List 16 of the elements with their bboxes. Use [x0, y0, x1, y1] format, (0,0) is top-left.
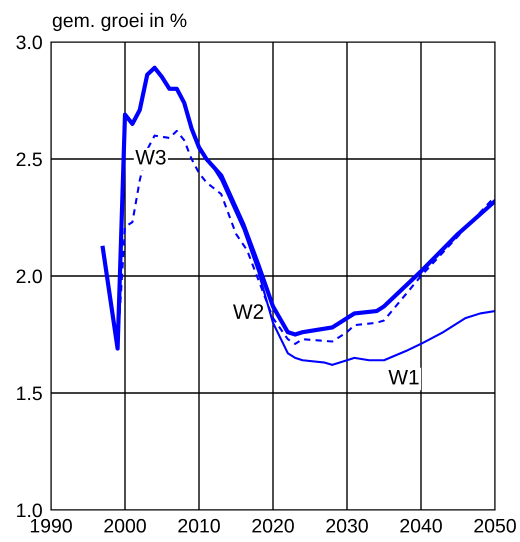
x-tick-label: 2040 — [400, 518, 442, 533]
x-tick-label: 2000 — [104, 518, 146, 533]
y-tick-label: 3.0 — [16, 35, 42, 50]
y-tick-label: 1.5 — [17, 386, 42, 400]
y-tick-label: 1.0 — [17, 503, 42, 518]
x-tick-label: 1990 — [30, 518, 72, 533]
series-label: W3 — [135, 150, 166, 165]
x-tick-label: 2050 — [474, 518, 516, 533]
x-tick-label: 2030 — [326, 518, 368, 533]
series-label: W1 — [388, 370, 419, 384]
x-tick-label: 2020 — [252, 518, 294, 533]
y-tick-label: 2.0 — [16, 269, 42, 284]
series-label: W2 — [233, 304, 264, 319]
x-tick-label: 2010 — [178, 518, 220, 533]
y-axis-title: gem. groei in % — [52, 12, 186, 32]
y-tick-label: 2.5 — [16, 152, 42, 166]
